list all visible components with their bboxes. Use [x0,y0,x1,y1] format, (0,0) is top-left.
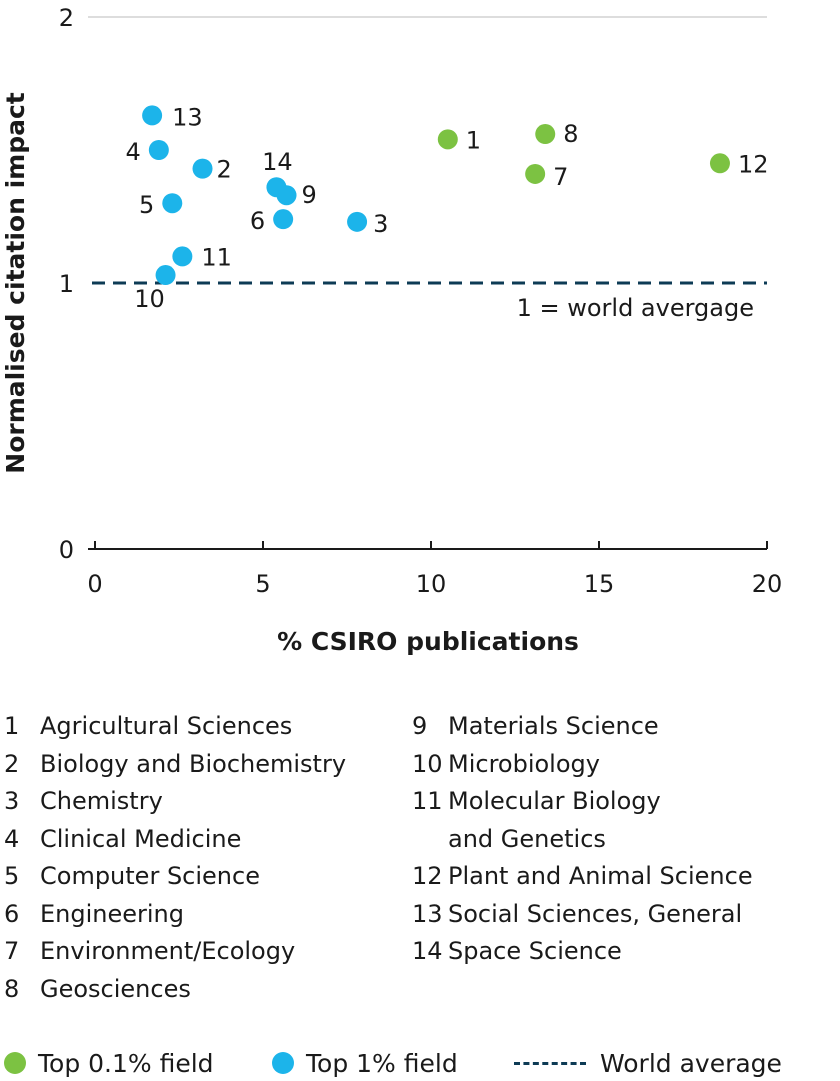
field-label: Plant and Animal Science [448,862,753,890]
key-world-label: World average [600,1048,782,1078]
field-number: 2 [4,749,20,778]
field-number: 6 [4,899,20,928]
field-number: 12 [412,862,443,890]
field-number: 10 [412,749,443,778]
x-tick-label: 5 [255,570,270,598]
point-5 [162,193,183,214]
field-legend-left: 1 Agricultural Sciences 2 Biology and Bioch… [0,708,400,1008]
field-number: 8 [4,974,20,1003]
point-8 [535,124,556,145]
field-label: Geosciences [40,974,191,1003]
field-legend-item: 14 Space Science [408,933,828,971]
chart-key: Top 0.1% field Top 1% field World averag… [0,1045,840,1081]
key-top1: Top 1% field [272,1045,458,1081]
field-number: 14 [412,937,443,965]
point-10 [155,265,176,286]
field-label: Social Sciences, General [448,899,743,928]
field-legend-item: 10 Microbiology [408,746,828,784]
field-number: 3 [4,787,20,815]
x-tick-label: 0 [87,570,102,598]
point-label-7: 7 [553,163,568,191]
field-legend-item: 1 Agricultural Sciences [0,708,400,746]
field-label: Environment/Ecology [40,937,296,965]
field-number: 1 [4,712,20,740]
field-label: Microbiology [448,749,600,778]
point-1 [437,129,458,150]
point-6 [273,209,294,230]
point-13 [142,105,163,126]
field-legend: 1 Agricultural Sciences 2 Biology and Bioch… [0,708,840,1008]
point-label-14: 14 [262,148,293,176]
point-12 [709,153,730,174]
field-number: 9 [412,712,428,740]
point-label-1: 1 [466,126,481,154]
key-top01-label: Top 0.1% field [38,1048,214,1078]
field-label: Molecular Biology and Genetics [448,787,661,853]
world-average-reference: 1 = world avergage [92,281,767,322]
field-number: 13 [412,899,443,928]
field-legend-item: 6 Engineering [0,896,400,934]
point-label-9: 9 [302,181,317,209]
data-points: 1 8 7 12 13 4 2 5 14 9 6 3 11 10 [126,103,769,313]
point-label-13: 13 [172,103,203,131]
field-legend-item: 2 Biology and Biochemistry [0,746,400,784]
key-top01: Top 0.1% field [4,1045,214,1081]
dashed-line-icon [514,1061,586,1065]
point-label-5: 5 [139,191,154,219]
key-top1-label: Top 1% field [306,1048,458,1078]
point-label-12: 12 [738,150,769,178]
field-number: 4 [4,824,20,853]
point-2 [192,158,213,179]
point-label-10: 10 [134,285,165,313]
field-number: 11 [412,787,443,815]
field-legend-item: 12 Plant and Animal Science [408,858,828,896]
point-7 [525,163,546,184]
key-world: World average [514,1045,782,1081]
green-dot-icon [4,1052,26,1074]
field-legend-item: 7 Environment/Ecology [0,933,400,971]
world-average-label: 1 = world avergage [517,294,754,322]
field-legend-right: 9 Materials Science 10 Microbiology 11 Molecu… [408,708,828,971]
point-label-6: 6 [250,207,265,235]
field-label: Computer Science [40,862,260,890]
point-label-2: 2 [217,156,232,184]
field-legend-item: 4 Clinical Medicine [0,821,400,859]
point-label-11: 11 [201,243,232,271]
point-11 [172,246,193,267]
x-tick-label: 15 [584,570,615,598]
point-4 [148,140,169,160]
field-legend-item: 5 Computer Science [0,858,400,896]
point-3 [347,211,368,232]
point-9 [276,185,297,206]
field-legend-item: 3 Chemistry [0,783,400,821]
field-number: 7 [4,937,20,965]
field-label: Biology and Biochemistry [40,749,347,778]
field-legend-item: 8 Geosciences [0,971,400,1009]
field-label: Materials Science [448,712,659,740]
field-legend-item: 11 Molecular Biology and Genetics [408,783,828,858]
field-label: Chemistry [40,787,163,815]
y-tick-label: 2 [59,4,74,32]
field-legend-item: 9 Materials Science [408,708,828,746]
field-label: Engineering [40,899,184,928]
field-legend-item: 13 Social Sciences, General [408,896,828,934]
point-label-3: 3 [373,210,388,238]
field-number: 5 [4,862,20,890]
point-label-8: 8 [563,120,578,148]
x-tick-label: 20 [752,570,783,598]
field-label: Clinical Medicine [40,824,242,853]
x-axis-label: % CSIRO publications [277,627,579,656]
x-tick-label: 10 [416,570,447,598]
field-label: Agricultural Sciences [40,712,293,740]
y-tick-label: 1 [59,270,74,298]
blue-dot-icon [272,1052,294,1074]
y-axis-label: Normalised citation impact [1,92,30,474]
point-label-4: 4 [126,138,141,166]
y-tick-label: 0 [59,536,74,564]
field-label: Space Science [448,937,622,965]
